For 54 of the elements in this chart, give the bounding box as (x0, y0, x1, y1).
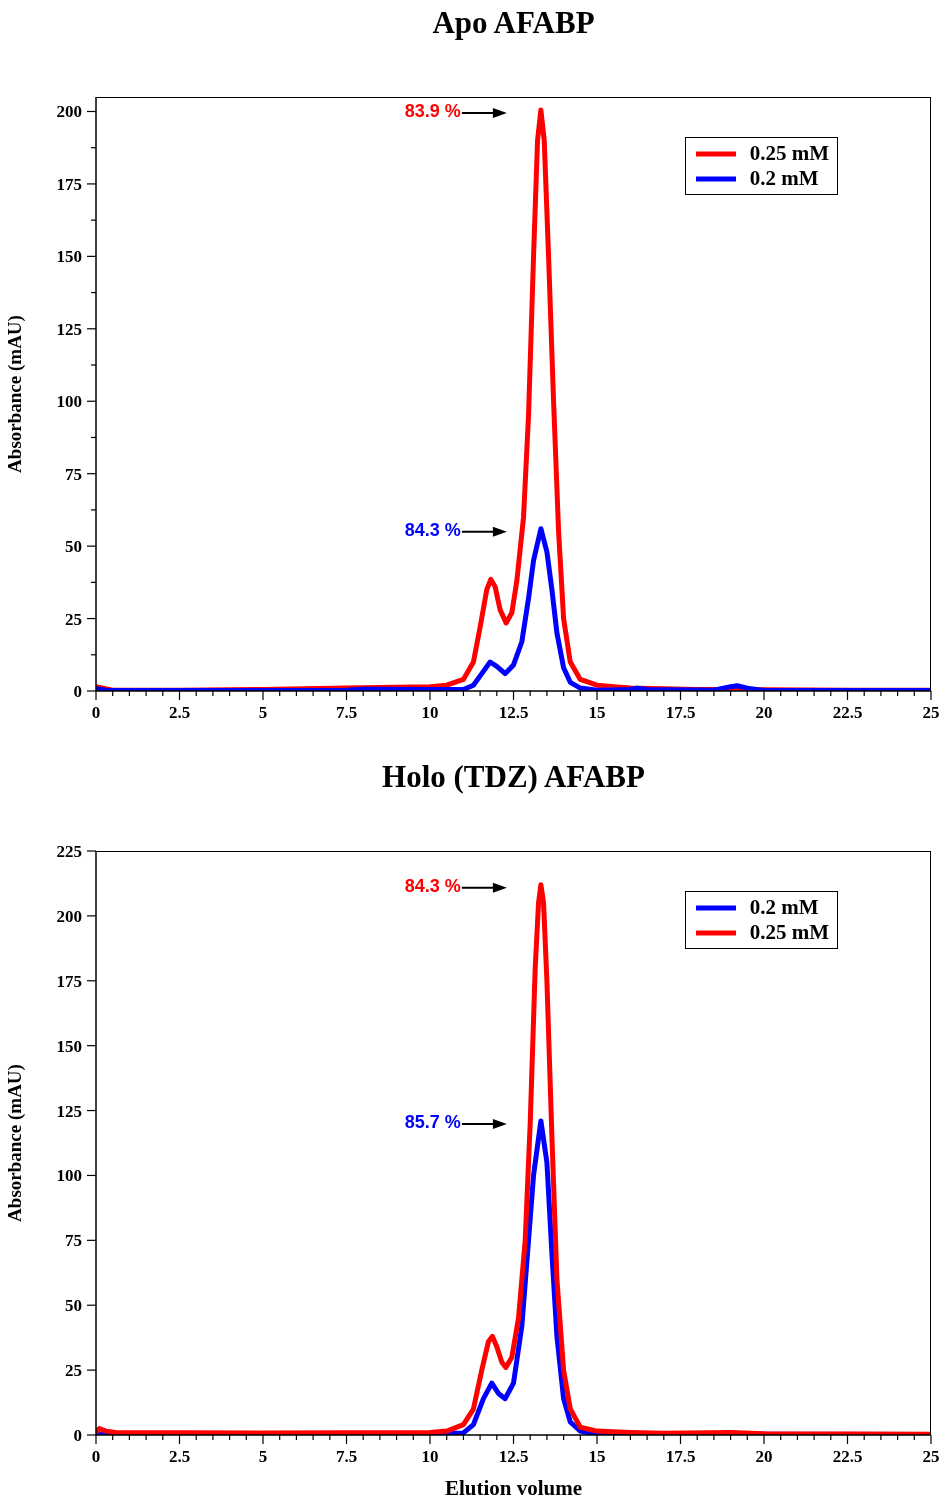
x-tick-label: 17.5 (665, 1447, 696, 1466)
x-tick-label: 22.5 (832, 1447, 863, 1466)
x-tick-label: 2.5 (168, 1447, 191, 1466)
y-tick-label: 125 (56, 319, 82, 339)
x-tick-label: 20 (755, 703, 773, 722)
legend-label: 0.2 mM (749, 895, 819, 920)
y-tick-label: 25 (65, 609, 82, 629)
x-tick-label: 15 (588, 1447, 606, 1466)
annotation: 83.9 % (404, 101, 461, 122)
y-tick-label: 0 (73, 1426, 82, 1445)
y-axis-title: Absorbance (mAU) (3, 315, 26, 473)
x-tick-label: 5 (258, 1447, 268, 1466)
x-tick-label: 25 (922, 703, 940, 722)
x-tick-label: 10 (421, 1447, 439, 1466)
annotation: 84.3 % (404, 875, 461, 896)
y-tick-label: 75 (65, 464, 82, 484)
x-tick-label: 25 (922, 1447, 940, 1466)
y-tick-label: 150 (56, 1036, 82, 1056)
x-tick-label: 0 (91, 703, 101, 722)
y-tick-label: 225 (56, 842, 82, 861)
x-tick-label: 5 (258, 703, 268, 722)
chart-title: Holo (TDZ) AFABP (381, 759, 646, 795)
y-tick-label: 150 (56, 247, 82, 267)
y-tick-label: 200 (56, 102, 82, 122)
x-tick-label: 10 (421, 703, 439, 722)
y-tick-label: 50 (65, 1296, 82, 1316)
y-tick-label: 175 (56, 971, 82, 991)
legend-label: 0.25 mM (749, 920, 829, 945)
y-tick-label: 100 (56, 1166, 82, 1186)
legend-label: 0.2 mM (749, 166, 819, 191)
y-tick-label: 75 (65, 1231, 82, 1251)
y-tick-label: 0 (73, 682, 82, 701)
y-tick-label: 100 (56, 392, 82, 412)
x-tick-label: 7.5 (335, 1447, 358, 1466)
x-tick-label: 2.5 (168, 703, 191, 722)
chart-title: Apo AFABP (431, 5, 596, 41)
y-tick-label: 125 (56, 1101, 82, 1121)
x-tick-label: 15 (588, 703, 606, 722)
annotation: 84.3 % (404, 519, 461, 540)
x-tick-label: 20 (755, 1447, 773, 1466)
x-tick-label: 22.5 (832, 703, 863, 722)
y-axis-title: Absorbance (mAU) (3, 1064, 26, 1222)
legend-label: 0.25 mM (749, 141, 829, 166)
y-tick-label: 50 (65, 537, 82, 557)
x-tick-label: 17.5 (665, 703, 696, 722)
x-axis-title: Elution volume (444, 1476, 583, 1498)
annotation: 85.7 % (404, 1111, 461, 1132)
x-tick-label: 12.5 (498, 703, 529, 722)
x-tick-label: 7.5 (335, 703, 358, 722)
y-tick-label: 200 (56, 906, 82, 926)
x-tick-label: 0 (91, 1447, 101, 1466)
y-tick-label: 175 (56, 174, 82, 194)
x-tick-label: 12.5 (498, 1447, 529, 1466)
y-tick-label: 25 (65, 1361, 82, 1381)
